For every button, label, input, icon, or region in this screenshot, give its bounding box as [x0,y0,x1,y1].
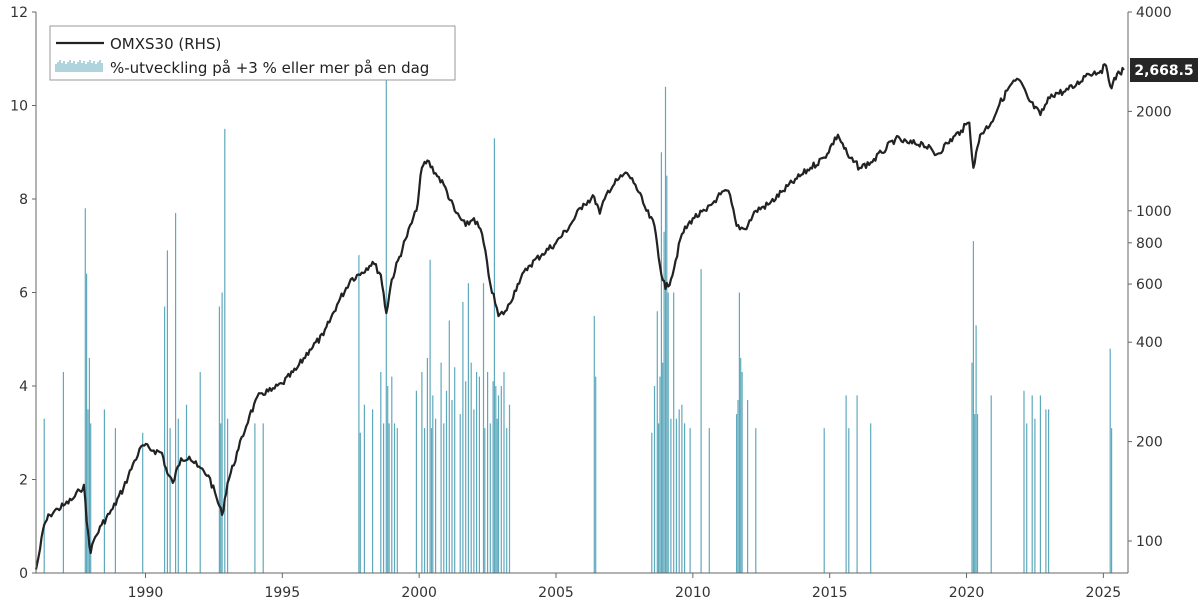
legend-bar-swatch [55,60,103,72]
x-tick-label: 2015 [812,585,848,601]
x-tick-label: 1990 [128,585,164,601]
left-tick-label: 6 [19,286,28,302]
right-tick-label: 1000 [1136,204,1172,220]
legend: OMXS30 (RHS) %-utveckling på +3 % eller … [49,25,456,81]
left-tick-label: 8 [19,192,28,208]
left-tick-label: 4 [19,379,28,395]
x-tick-label: 2010 [675,585,711,601]
right-tick-label: 800 [1136,236,1163,252]
last-value-label: 2,668.5 [1134,63,1193,79]
right-tick-label: 2000 [1136,104,1172,120]
left-tick-label: 0 [19,566,28,582]
right-tick-label: 600 [1136,277,1163,293]
last-value-badge-bg [1130,58,1198,82]
left-tick-label: 10 [10,99,28,115]
x-tick-label: 2025 [1086,585,1122,601]
line-series [34,63,1125,570]
x-tick-label: 2005 [538,585,574,601]
omxs30-line [34,63,1125,570]
legend-label-bars: %-utveckling på +3 % eller mer på en dag [110,59,429,77]
legend-box [49,25,456,81]
right-tick-label: 100 [1136,534,1163,550]
left-tick-label: 2 [19,473,28,489]
left-axis-ticks: 0 2 4 6 8 10 12 [10,5,36,582]
left-tick-label: 12 [10,5,28,21]
x-tick-label: 2000 [401,585,437,601]
legend-label-omxs30: OMXS30 (RHS) [110,35,221,53]
x-tick-label: 1995 [264,585,300,601]
x-axis-ticks: 1990 1995 2000 2005 2010 2015 2020 2025 [128,573,1122,601]
last-value-badge: 2,668.5 [1130,58,1198,82]
right-tick-label: 200 [1136,435,1163,451]
bar-series [43,77,1113,573]
right-axis-ticks: 100 200 400 600 800 1000 2000 4000 [1128,5,1172,550]
right-tick-label: 400 [1136,335,1163,351]
right-tick-label: 4000 [1136,5,1172,21]
x-tick-label: 2020 [949,585,985,601]
